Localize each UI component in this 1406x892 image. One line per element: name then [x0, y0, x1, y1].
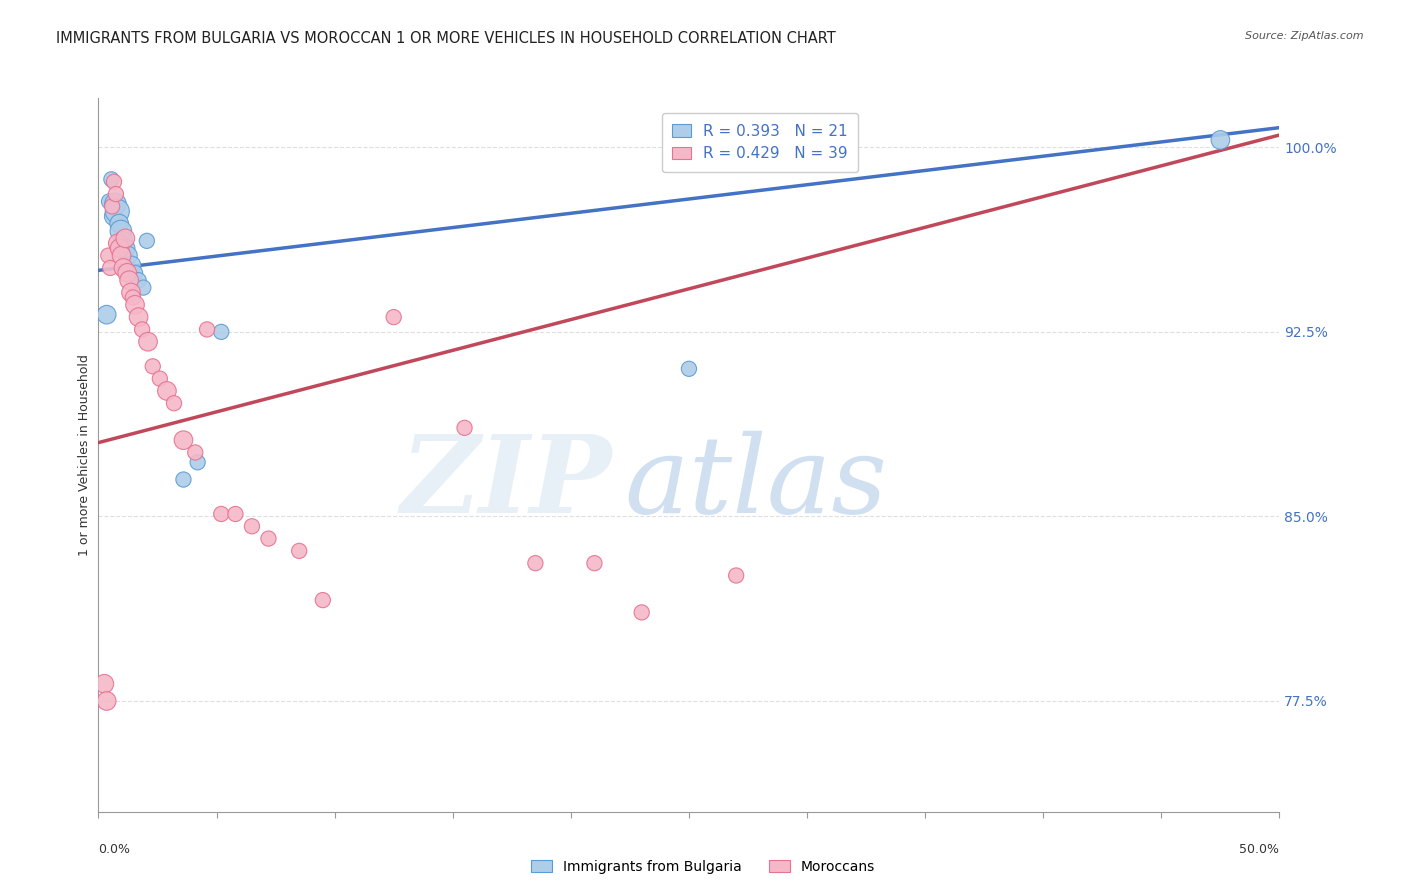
Point [98, 260, 121, 275]
Point [1209, 133, 1232, 147]
Point [97, 249, 120, 263]
Point [120, 285, 142, 300]
Point [110, 249, 132, 263]
Point [172, 433, 194, 447]
Point [288, 544, 311, 558]
Point [93, 677, 115, 691]
Point [101, 199, 124, 213]
Point [149, 371, 172, 385]
Point [142, 359, 165, 374]
Point [112, 260, 135, 275]
Point [209, 507, 232, 521]
Point [136, 334, 159, 349]
Point [121, 259, 143, 273]
Point [108, 241, 131, 255]
Y-axis label: 1 or more Vehicles in Household: 1 or more Vehicles in Household [79, 354, 91, 556]
Point [224, 507, 246, 521]
Point [103, 209, 125, 223]
Point [524, 556, 547, 570]
Point [98, 194, 121, 209]
Point [172, 473, 194, 487]
Point [209, 325, 232, 339]
Point [100, 172, 122, 186]
Point [117, 249, 139, 263]
Point [725, 568, 748, 582]
Point [630, 606, 652, 620]
Point [107, 236, 129, 251]
Point [382, 310, 405, 325]
Point [583, 556, 606, 570]
Point [128, 273, 150, 287]
Point [187, 455, 209, 469]
Point [128, 310, 150, 325]
Text: 50.0%: 50.0% [1240, 843, 1279, 856]
Text: ZIP: ZIP [401, 431, 612, 536]
Point [114, 241, 136, 255]
Point [104, 187, 127, 202]
Text: IMMIGRANTS FROM BULGARIA VS MOROCCAN 1 OR MORE VEHICLES IN HOUSEHOLD CORRELATION: IMMIGRANTS FROM BULGARIA VS MOROCCAN 1 O… [56, 31, 837, 46]
Legend: Immigrants from Bulgaria, Moroccans: Immigrants from Bulgaria, Moroccans [523, 853, 883, 880]
Point [124, 266, 146, 280]
Point [115, 266, 138, 280]
Point [114, 231, 136, 245]
Point [96, 308, 118, 322]
Text: 0.0%: 0.0% [98, 843, 131, 856]
Point [312, 593, 335, 607]
Point [103, 175, 125, 189]
Point [122, 290, 145, 304]
Point [240, 519, 263, 533]
Point [132, 280, 155, 294]
Point [105, 204, 128, 219]
Point [678, 361, 700, 376]
Point [124, 298, 146, 312]
Point [112, 234, 135, 248]
Text: Source: ZipAtlas.com: Source: ZipAtlas.com [1246, 31, 1364, 41]
Point [195, 322, 218, 336]
Point [118, 273, 141, 287]
Point [257, 532, 280, 546]
Point [104, 197, 127, 211]
Point [184, 445, 207, 459]
Point [108, 217, 131, 231]
Point [135, 234, 157, 248]
Point [131, 322, 153, 336]
Point [163, 396, 186, 410]
Text: atlas: atlas [624, 431, 887, 536]
Point [110, 224, 132, 238]
Point [453, 421, 475, 435]
Point [156, 384, 179, 398]
Point [96, 694, 118, 708]
Legend: R = 0.393   N = 21, R = 0.429   N = 39: R = 0.393 N = 21, R = 0.429 N = 39 [661, 113, 858, 172]
